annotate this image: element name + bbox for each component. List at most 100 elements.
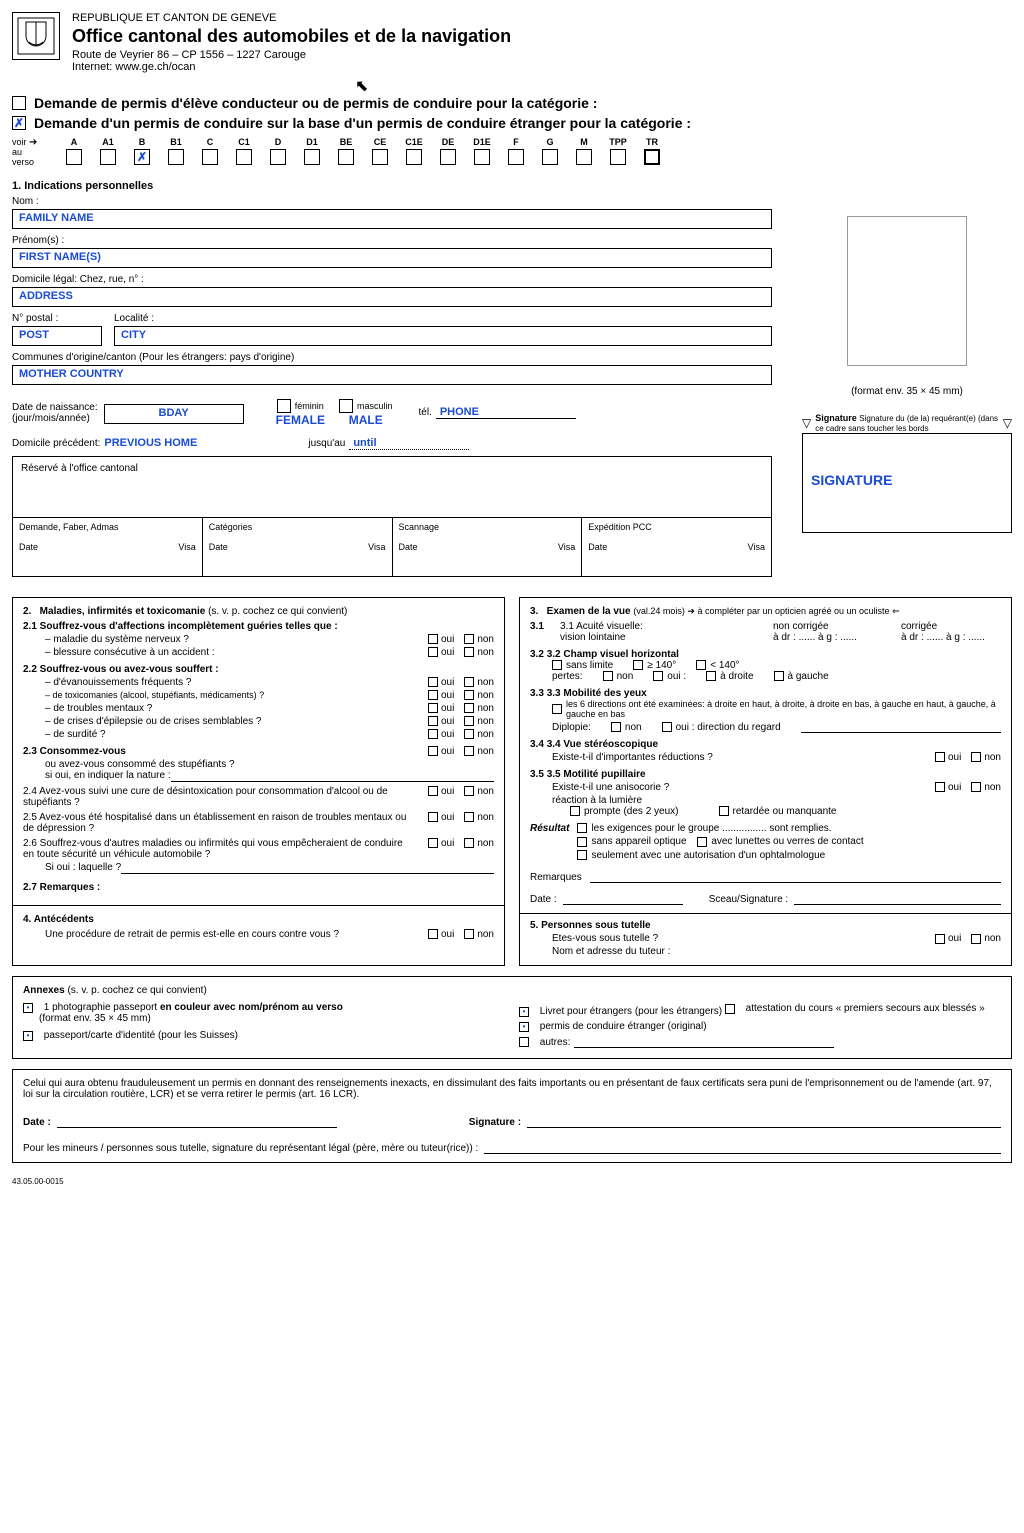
category-A-checkbox[interactable]	[66, 149, 82, 165]
res-exig[interactable]: les exigences pour le groupe ...........…	[577, 823, 831, 834]
s3-date-field[interactable]	[563, 893, 683, 905]
request-type-1: Demande de permis d'élève conducteur ou …	[12, 95, 1012, 111]
q22b-non[interactable]: non	[464, 690, 494, 701]
category-D-checkbox[interactable]	[270, 149, 286, 165]
q21b-oui[interactable]: oui	[428, 647, 454, 658]
category-G-checkbox[interactable]	[542, 149, 558, 165]
commune-field[interactable]: MOTHER COUNTRY	[12, 365, 772, 385]
prenom-field[interactable]: FIRST NAME(S)	[12, 248, 772, 268]
q22e-non[interactable]: non	[464, 729, 494, 740]
q22a-non[interactable]: non	[464, 677, 494, 688]
category-DE-checkbox[interactable]	[440, 149, 456, 165]
prev-label: Domicile précédent:	[12, 438, 100, 449]
category-M-checkbox[interactable]	[576, 149, 592, 165]
q4-oui[interactable]: oui	[428, 929, 454, 940]
nom-field[interactable]: FAMILY NAME	[12, 209, 772, 229]
pertes-droite[interactable]: à droite	[706, 671, 753, 682]
category-A1-checkbox[interactable]	[100, 149, 116, 165]
pertes-gauche[interactable]: à gauche	[774, 671, 829, 682]
s3-seal-field[interactable]	[794, 893, 1001, 905]
until-field[interactable]: until	[349, 437, 469, 450]
q21a-oui[interactable]: oui	[428, 634, 454, 645]
annex-a6-checkbox[interactable]	[519, 1037, 529, 1047]
annex-a5-checkbox[interactable]: •	[519, 1022, 529, 1032]
q25-oui[interactable]: oui	[428, 812, 454, 823]
category-D1-checkbox[interactable]	[304, 149, 320, 165]
footer-sig-field[interactable]	[527, 1116, 1001, 1128]
signature-box[interactable]: SIGNATURE	[802, 433, 1012, 533]
cv-lt140[interactable]: < 140°	[696, 660, 739, 671]
postal-field[interactable]: POST	[12, 326, 102, 346]
q4-non[interactable]: non	[464, 929, 494, 940]
category-B1-checkbox[interactable]	[168, 149, 184, 165]
cv-ge140[interactable]: ≥ 140°	[633, 660, 676, 671]
q24-non[interactable]: non	[464, 786, 494, 797]
category-TPP-checkbox[interactable]	[610, 149, 626, 165]
footer-date-field[interactable]	[57, 1116, 337, 1128]
res-sans[interactable]: sans appareil optique	[577, 836, 686, 847]
q22d-oui[interactable]: oui	[428, 716, 454, 727]
dip-non[interactable]: non	[611, 722, 642, 733]
q25-non[interactable]: non	[464, 812, 494, 823]
category-TR-checkbox[interactable]	[644, 149, 660, 165]
feminin-checkbox[interactable]	[277, 399, 291, 413]
aniso-non[interactable]: non	[971, 782, 1001, 793]
q24-oui[interactable]: oui	[428, 786, 454, 797]
annex-a2-checkbox[interactable]: •	[23, 1031, 33, 1041]
localite-field[interactable]: CITY	[114, 326, 772, 346]
q26-oui[interactable]: oui	[428, 838, 454, 849]
dip-direction-field[interactable]	[801, 721, 1001, 733]
header-line3: Route de Veyrier 86 – CP 1556 – 1227 Car…	[72, 49, 1012, 61]
q22a-oui[interactable]: oui	[428, 677, 454, 688]
q22c-oui[interactable]: oui	[428, 703, 454, 714]
q23-oui[interactable]: oui	[428, 746, 454, 757]
section2-heading: 2. Maladies, infirmités et toxicomanie (…	[23, 606, 494, 617]
q26-which-field[interactable]	[121, 862, 494, 874]
tut-non[interactable]: non	[971, 933, 1001, 944]
prev-field[interactable]: PREVIOUS HOME	[104, 437, 264, 449]
category-D1E-checkbox[interactable]	[474, 149, 490, 165]
q23-non[interactable]: non	[464, 746, 494, 757]
phone-field[interactable]: PHONE	[436, 406, 576, 419]
cv-sanslimite[interactable]: sans limite	[552, 660, 613, 671]
category-C1-checkbox[interactable]	[236, 149, 252, 165]
q22c-non[interactable]: non	[464, 703, 494, 714]
aniso-oui[interactable]: oui	[935, 782, 961, 793]
pertes-oui[interactable]: oui :	[653, 671, 686, 682]
annex-a3-checkbox[interactable]: •	[519, 1007, 529, 1017]
pertes-non[interactable]: non	[603, 671, 634, 682]
q22b-oui[interactable]: oui	[428, 690, 454, 701]
stereo-non[interactable]: non	[971, 752, 1001, 763]
dip-oui[interactable]: oui : direction du regard	[662, 722, 781, 733]
category-F-checkbox[interactable]	[508, 149, 524, 165]
s3-remarks-field[interactable]	[590, 871, 1001, 883]
domicile-field[interactable]: ADDRESS	[12, 287, 772, 307]
category-B-checkbox[interactable]: ✗	[134, 149, 150, 165]
dob-label1: Date de naissance:	[12, 402, 98, 413]
res-ophtal[interactable]: seulement avec une autorisation d'un oph…	[577, 850, 825, 861]
annex-other-field[interactable]	[574, 1036, 834, 1048]
mob-6dir[interactable]: les 6 directions ont été examinées: à dr…	[552, 699, 1001, 719]
annex-a4-checkbox[interactable]	[725, 1004, 735, 1014]
q21b-non[interactable]: non	[464, 647, 494, 658]
q21a-non[interactable]: non	[464, 634, 494, 645]
request1-checkbox[interactable]	[12, 96, 26, 110]
q23-nature-field[interactable]	[171, 770, 494, 782]
category-BE-checkbox[interactable]	[338, 149, 354, 165]
react-retard[interactable]: retardée ou manquante	[719, 806, 837, 817]
dob-field[interactable]: BDAY	[104, 404, 244, 424]
category-C-checkbox[interactable]	[202, 149, 218, 165]
category-CE-checkbox[interactable]	[372, 149, 388, 165]
footer-minors-field[interactable]	[484, 1142, 1001, 1154]
q22d-non[interactable]: non	[464, 716, 494, 727]
request2-checkbox[interactable]: ✗	[12, 116, 26, 130]
q22e-oui[interactable]: oui	[428, 729, 454, 740]
res-avec[interactable]: avec lunettes ou verres de contact	[697, 836, 863, 847]
react-prompte[interactable]: prompte (des 2 yeux)	[570, 806, 679, 817]
category-C1E-checkbox[interactable]	[406, 149, 422, 165]
tut-oui[interactable]: oui	[935, 933, 961, 944]
annex-a1-checkbox[interactable]: •	[23, 1003, 33, 1013]
masculin-checkbox[interactable]	[339, 399, 353, 413]
q26-non[interactable]: non	[464, 838, 494, 849]
stereo-oui[interactable]: oui	[935, 752, 961, 763]
